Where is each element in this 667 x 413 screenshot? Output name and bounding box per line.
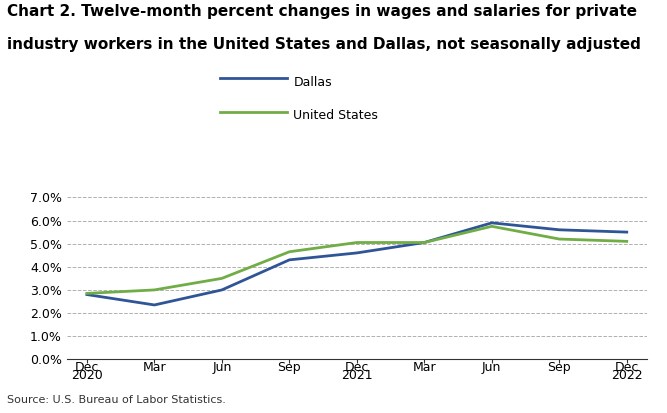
Text: Chart 2. Twelve-month percent changes in wages and salaries for private: Chart 2. Twelve-month percent changes in… bbox=[7, 4, 637, 19]
Dallas bbox=[218, 287, 226, 292]
United States bbox=[83, 291, 91, 296]
United States bbox=[218, 276, 226, 281]
United States bbox=[353, 240, 361, 245]
Dallas bbox=[83, 292, 91, 297]
Dallas bbox=[488, 221, 496, 225]
United States bbox=[285, 249, 293, 254]
United States bbox=[420, 240, 428, 245]
United States bbox=[555, 237, 563, 242]
United States bbox=[488, 224, 496, 229]
Dallas bbox=[285, 257, 293, 262]
Text: industry workers in the United States and Dallas, not seasonally adjusted: industry workers in the United States an… bbox=[7, 37, 640, 52]
United States bbox=[623, 239, 631, 244]
Text: Sep: Sep bbox=[277, 361, 301, 374]
Text: Sep: Sep bbox=[548, 361, 571, 374]
Dallas bbox=[420, 240, 428, 245]
Text: Jun: Jun bbox=[212, 361, 231, 374]
Text: Source: U.S. Bureau of Labor Statistics.: Source: U.S. Bureau of Labor Statistics. bbox=[7, 395, 225, 405]
Text: 2022: 2022 bbox=[611, 369, 642, 382]
Dallas bbox=[623, 230, 631, 235]
Text: United States: United States bbox=[293, 109, 378, 122]
Text: Jun: Jun bbox=[482, 361, 502, 374]
United States bbox=[151, 287, 159, 292]
Text: 2020: 2020 bbox=[71, 369, 103, 382]
Dallas bbox=[353, 250, 361, 255]
Line: Dallas: Dallas bbox=[87, 223, 627, 305]
Text: Mar: Mar bbox=[143, 361, 166, 374]
Text: Dec: Dec bbox=[345, 361, 369, 374]
Text: 2021: 2021 bbox=[341, 369, 373, 382]
Line: United States: United States bbox=[87, 226, 627, 293]
Text: Dec: Dec bbox=[614, 361, 639, 374]
Dallas bbox=[151, 302, 159, 307]
Text: Dallas: Dallas bbox=[293, 76, 332, 89]
Text: Mar: Mar bbox=[412, 361, 436, 374]
Dallas bbox=[555, 227, 563, 232]
Text: Dec: Dec bbox=[75, 361, 99, 374]
